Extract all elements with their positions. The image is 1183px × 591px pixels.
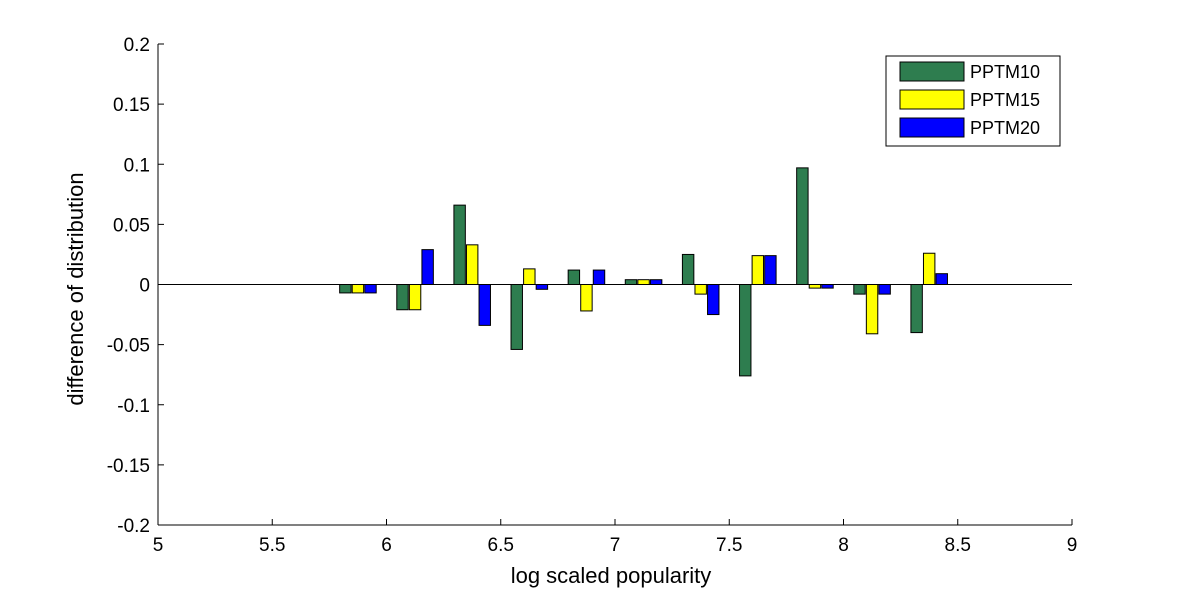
x-tick-label: 6.5	[488, 535, 514, 556]
legend-swatch-pptm10	[899, 61, 965, 82]
y-axis-label: difference of distribution	[63, 172, 88, 405]
bar-pptm20-1	[421, 249, 434, 286]
bar-pptm20-2	[478, 284, 491, 326]
bar-pptm10-2	[453, 204, 466, 286]
y-tick-label: 0	[139, 276, 150, 297]
bar-pptm15-0	[351, 284, 365, 294]
bars-layer	[339, 167, 948, 377]
bar-pptm10-3	[510, 284, 523, 350]
legend-label-pptm15: PPTM15	[970, 90, 1040, 110]
bar-pptm20-9	[878, 284, 891, 295]
y-tick-label: 0.05	[113, 215, 150, 236]
bar-pptm15-4	[580, 284, 593, 312]
x-tick-label: 6	[381, 535, 392, 556]
x-tick-label: 7	[610, 535, 621, 556]
bar-pptm15-5	[637, 279, 650, 286]
axes-layer: 5 5.5 6 6.5 7 7.5 8 8.5 9 -0.2 -0.15 -0.1 -0.05 0 0.05…	[107, 35, 1078, 556]
bar-pptm20-7	[764, 255, 777, 285]
legend-swatch-pptm15	[899, 89, 965, 110]
bar-pptm10-0	[339, 284, 352, 294]
y-tick-label: -0.15	[107, 456, 150, 477]
legend-label-pptm10: PPTM10	[970, 62, 1040, 82]
bar-pptm15-2	[465, 244, 479, 286]
bar-pptm20-4	[592, 269, 606, 286]
legend: PPTM10 PPTM15 PPTM20	[885, 55, 1061, 147]
bar-pptm10-5	[624, 279, 638, 286]
bar-pptm10-4	[567, 269, 581, 286]
bar-pptm15-3	[523, 268, 536, 285]
x-axis-label: log scaled popularity	[511, 563, 712, 588]
y-tick-label: -0.1	[117, 396, 150, 417]
y-tick-label: -0.2	[117, 516, 150, 537]
bar-pptm20-6	[707, 284, 720, 316]
x-tick-label: 5.5	[259, 535, 285, 556]
bar-pptm20-3	[535, 284, 549, 290]
y-tick-label: 0.2	[124, 35, 150, 56]
y-tick-label: 0.1	[124, 155, 150, 176]
x-tick-label: 9	[1067, 535, 1078, 556]
bar-pptm10-8	[796, 167, 809, 285]
bar-pptm10-9	[853, 284, 866, 295]
x-tick-label: 5	[153, 535, 164, 556]
bar-pptm15-10	[922, 252, 936, 286]
bar-pptm15-9	[865, 284, 879, 335]
x-tick-label: 8	[838, 535, 849, 556]
y-tick-label: 0.15	[113, 95, 150, 116]
y-tick-label: -0.05	[107, 336, 150, 357]
bar-pptm20-0	[364, 284, 377, 294]
legend-swatch-pptm20	[899, 117, 965, 138]
bar-pptm10-7	[739, 284, 752, 377]
bar-pptm20-5	[649, 279, 663, 286]
x-tick-label: 8.5	[945, 535, 971, 556]
bar-pptm15-7	[751, 255, 765, 285]
bar-pptm15-6	[694, 284, 707, 295]
bar-pptm15-1	[408, 284, 422, 311]
bar-pptm20-8	[821, 284, 834, 289]
bar-pptm10-10	[910, 284, 923, 334]
x-tick-label: 7.5	[716, 535, 742, 556]
bar-pptm20-10	[935, 273, 948, 285]
bar-pptm10-1	[396, 284, 409, 311]
legend-label-pptm20: PPTM20	[970, 118, 1040, 138]
bar-pptm10-6	[681, 253, 695, 286]
bar-pptm15-8	[808, 284, 822, 289]
